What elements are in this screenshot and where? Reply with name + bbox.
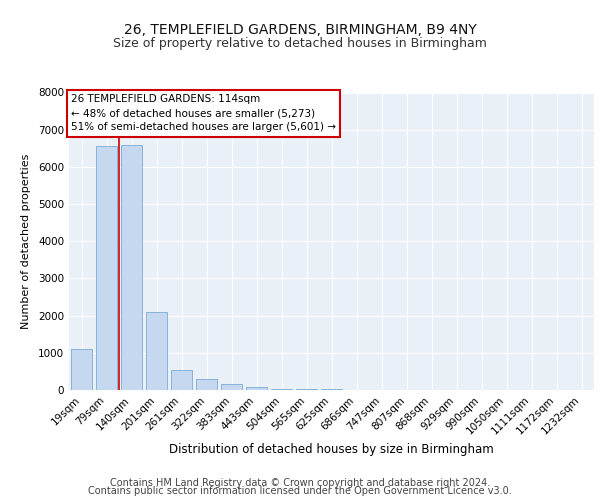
- Bar: [221, 384, 242, 390]
- Text: Contains public sector information licensed under the Open Government Licence v3: Contains public sector information licen…: [88, 486, 512, 496]
- Bar: [171, 370, 192, 390]
- Bar: [296, 389, 317, 390]
- X-axis label: Distribution of detached houses by size in Birmingham: Distribution of detached houses by size …: [169, 444, 494, 456]
- Text: Size of property relative to detached houses in Birmingham: Size of property relative to detached ho…: [113, 38, 487, 51]
- Bar: [121, 144, 142, 390]
- Y-axis label: Number of detached properties: Number of detached properties: [21, 154, 31, 329]
- Bar: [71, 349, 92, 390]
- Text: Contains HM Land Registry data © Crown copyright and database right 2024.: Contains HM Land Registry data © Crown c…: [110, 478, 490, 488]
- Bar: [146, 312, 167, 390]
- Text: 26 TEMPLEFIELD GARDENS: 114sqm
← 48% of detached houses are smaller (5,273)
51% : 26 TEMPLEFIELD GARDENS: 114sqm ← 48% of …: [71, 94, 336, 132]
- Text: 26, TEMPLEFIELD GARDENS, BIRMINGHAM, B9 4NY: 26, TEMPLEFIELD GARDENS, BIRMINGHAM, B9 …: [124, 22, 476, 36]
- Bar: [246, 387, 267, 390]
- Bar: [271, 388, 292, 390]
- Bar: [96, 146, 117, 390]
- Bar: [196, 379, 217, 390]
